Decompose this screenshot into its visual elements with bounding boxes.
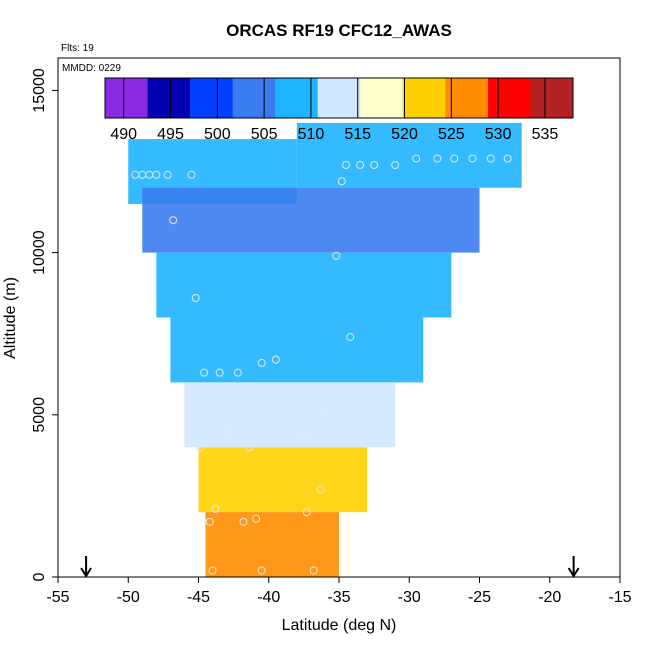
colorbar: 490 495 500 505 510 515 520 525 530 535 bbox=[104, 77, 574, 143]
sample-points bbox=[131, 154, 512, 575]
x-tick-label: -40 bbox=[257, 589, 280, 606]
colorbar-swatch bbox=[105, 78, 149, 118]
y-tick-label: 5000 bbox=[31, 397, 48, 433]
x-tick-label: -55 bbox=[46, 589, 69, 606]
colorbar-tick-label: 530 bbox=[485, 126, 512, 143]
colorbar-tick-label: 510 bbox=[298, 126, 325, 143]
colorbar-tick-label: 515 bbox=[344, 126, 371, 143]
sample-point bbox=[163, 170, 172, 179]
sample-point bbox=[412, 154, 421, 163]
sample-point bbox=[332, 251, 341, 260]
x-tick-label: -45 bbox=[187, 589, 210, 606]
heatmap-band-7 bbox=[205, 512, 339, 577]
flights-note: Flts: 19 bbox=[61, 43, 94, 54]
x-tick-label: -25 bbox=[468, 589, 491, 606]
sample-point bbox=[316, 485, 325, 494]
heatmap-band-4 bbox=[170, 317, 424, 383]
colorbar-tick-label: 495 bbox=[157, 126, 184, 143]
colorbar-tick-label: 505 bbox=[251, 126, 278, 143]
colorbar-swatch bbox=[275, 78, 319, 118]
x-axis-label: Latitude (deg N) bbox=[282, 617, 397, 634]
x-tick-label: -50 bbox=[117, 589, 140, 606]
sample-point bbox=[370, 161, 379, 170]
colorbar-swatch bbox=[232, 78, 276, 118]
sample-point bbox=[356, 161, 365, 170]
colorbar-tick-label: 520 bbox=[391, 126, 418, 143]
x-tick-label: -15 bbox=[608, 589, 631, 606]
colorbar-swatch bbox=[147, 78, 191, 118]
y-axis-label: Altitude (m) bbox=[2, 277, 19, 359]
colorbar-swatch bbox=[190, 78, 234, 118]
y-tick-label: 0 bbox=[31, 572, 48, 581]
colorbar-swatch bbox=[530, 78, 574, 118]
colorbar-swatch bbox=[317, 78, 361, 118]
sample-point bbox=[433, 154, 442, 163]
sample-point bbox=[257, 358, 266, 367]
heatmap-band-0 bbox=[296, 122, 522, 188]
heatmap-field bbox=[128, 122, 522, 577]
x-axis: -55 -50 -45 -40 -35 -30 -25 -20 -15 bbox=[46, 577, 632, 606]
flight-arrows bbox=[80, 556, 580, 578]
sample-point bbox=[337, 177, 346, 186]
sample-point bbox=[309, 566, 318, 575]
arrow-head bbox=[567, 567, 580, 578]
sample-point bbox=[224, 427, 233, 436]
sample-point bbox=[257, 566, 266, 575]
colorbar-tick-label: 525 bbox=[438, 126, 465, 143]
sample-point bbox=[208, 566, 217, 575]
colorbar-tick-label: 535 bbox=[532, 126, 559, 143]
heatmap-band-5 bbox=[184, 382, 396, 448]
sample-point bbox=[271, 355, 280, 364]
sample-point bbox=[233, 368, 242, 377]
x-tick-label: -20 bbox=[538, 589, 561, 606]
sample-point bbox=[486, 154, 495, 163]
sample-point bbox=[191, 294, 200, 303]
x-tick-label: -30 bbox=[398, 589, 421, 606]
sample-point bbox=[468, 154, 477, 163]
sample-point bbox=[200, 368, 209, 377]
colorbar-swatch bbox=[402, 78, 446, 118]
chart-title: ORCAS RF19 CFC12_AWAS bbox=[226, 21, 452, 40]
date-note: MMDD: 0229 bbox=[62, 63, 121, 74]
colorbar-tick-label: 490 bbox=[110, 126, 137, 143]
colorbar-swatch bbox=[360, 78, 404, 118]
sample-point bbox=[342, 161, 351, 170]
y-tick-label: 15000 bbox=[31, 68, 48, 113]
sample-point bbox=[245, 443, 254, 452]
colorbar-swatch bbox=[445, 78, 489, 118]
sample-point bbox=[252, 514, 261, 523]
colorbar-swatch bbox=[487, 78, 531, 118]
sample-point bbox=[450, 154, 459, 163]
y-tick-label: 10000 bbox=[31, 230, 48, 275]
sample-point bbox=[169, 216, 178, 225]
x-tick-label: -35 bbox=[327, 589, 350, 606]
sample-point bbox=[187, 170, 196, 179]
colorbar-frame bbox=[104, 77, 574, 119]
sample-point bbox=[302, 508, 311, 517]
sample-point bbox=[152, 170, 161, 179]
sample-point bbox=[211, 504, 220, 513]
heatmap-band-3 bbox=[156, 252, 452, 318]
sample-point bbox=[346, 332, 355, 341]
sample-point bbox=[215, 368, 224, 377]
sample-point bbox=[195, 443, 204, 452]
sample-point bbox=[239, 517, 248, 526]
heatmap-band-6 bbox=[198, 447, 368, 513]
sample-point bbox=[299, 430, 308, 439]
colorbar-tick-label: 500 bbox=[204, 126, 231, 143]
sample-point bbox=[205, 517, 214, 526]
heatmap-band-2 bbox=[142, 187, 480, 253]
sample-point bbox=[316, 410, 325, 419]
sample-point bbox=[503, 154, 512, 163]
arrow-head bbox=[80, 567, 92, 578]
y-axis: 0 5000 10000 15000 bbox=[31, 68, 58, 581]
sample-point bbox=[391, 161, 400, 170]
